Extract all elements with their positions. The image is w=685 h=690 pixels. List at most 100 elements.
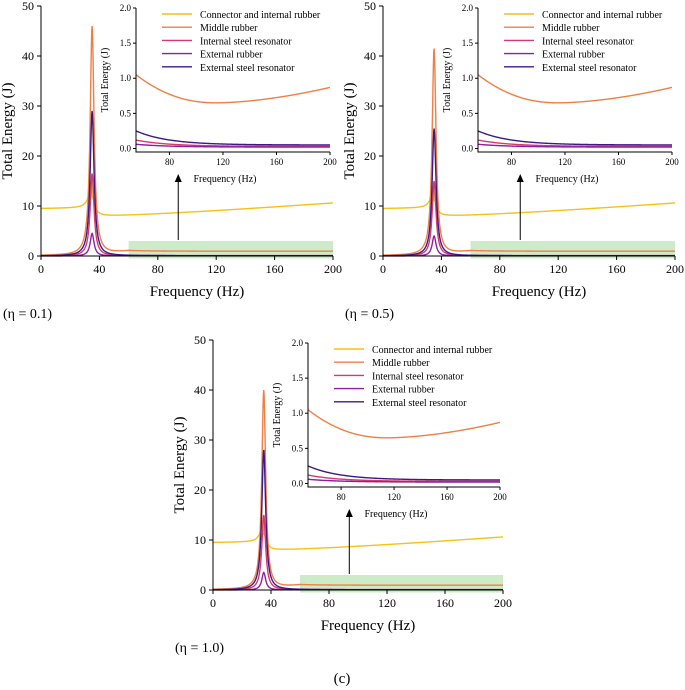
inset-series-line-3 <box>307 478 500 483</box>
inset-middle-rubber-line <box>135 74 331 104</box>
y-tick-label: 10 <box>364 199 376 213</box>
chart-panel-1: 0 40 80 120 160 200 0 10 20 30 40 50 Frequency (Hz) T… <box>0 0 342 322</box>
panel-label: (η = 0.1) <box>3 307 52 322</box>
y-axis-label: Total Energy (J) <box>0 83 16 180</box>
x-tick-label: 80 <box>494 262 506 276</box>
inset-x-tick-label: 120 <box>387 492 401 502</box>
y-tick-label: 50 <box>22 0 34 13</box>
inset-chart: 80 120 160 200 0.0 0.5 1.0 1.5 2.0 Frequency (Hz)… <box>100 3 337 185</box>
x-tick-label: 200 <box>324 262 342 276</box>
legend-entry: External steel resonator <box>372 398 467 409</box>
inset-y-tick-label: 1.5 <box>120 38 132 48</box>
inset-x-tick-label: 160 <box>440 492 454 502</box>
inset-series-line-2 <box>477 139 672 148</box>
y-tick-label: 20 <box>364 149 376 163</box>
series-line-2 <box>382 48 675 256</box>
inset-x-tick-label: 120 <box>216 157 230 167</box>
zoom-arrow-head <box>345 509 353 517</box>
legend: Connector and internal rubber Middle rubb… <box>162 10 321 74</box>
inset-series-line-3 <box>135 143 330 148</box>
inset-axes <box>135 8 330 153</box>
y-axis-label: Total Energy (J) <box>172 417 188 514</box>
zoom-region <box>470 241 675 259</box>
x-tick-label: 120 <box>207 262 225 276</box>
inset-background <box>478 8 672 152</box>
series-line-2 <box>213 389 503 590</box>
x-tick-label: 160 <box>266 262 284 276</box>
x-tick-label: 120 <box>378 596 396 610</box>
series-line-1 <box>383 185 676 216</box>
inset-x-tick-label: 160 <box>612 157 626 167</box>
inset-y-tick-label: 0.5 <box>462 108 474 118</box>
legend: Connector and internal rubber Middle rubb… <box>504 10 663 74</box>
zoom-region <box>300 575 503 593</box>
x-tick-label: 160 <box>436 596 454 610</box>
zoom-region <box>128 241 333 259</box>
inset-y-tick-label: 1.0 <box>292 408 304 418</box>
legend-entry: Connector and internal rubber <box>542 10 663 21</box>
y-tick-label: 40 <box>194 383 206 397</box>
y-axis-label: Total Energy (J) <box>342 83 358 180</box>
inset-x-tick-label: 200 <box>323 157 337 167</box>
series-line-2 <box>40 25 333 256</box>
zoom-arrow-head <box>174 174 182 182</box>
inset-y-axis-label: Total Energy (J) <box>100 48 111 113</box>
inset-y-axis-label: Total Energy (J) <box>272 383 283 448</box>
inset-series-line-1 <box>307 465 500 481</box>
panel-label: (η = 0.5) <box>345 307 394 322</box>
inset-x-tick-label: 80 <box>507 157 517 167</box>
legend-entry: External rubber <box>542 50 605 61</box>
y-tick-label: 10 <box>194 533 206 547</box>
chart-panel-3: 0 40 80 120 160 200 0 10 20 30 40 50 Frequency (Hz) T… <box>172 333 512 656</box>
panel-label: (η = 1.0) <box>175 641 224 656</box>
y-tick-label: 40 <box>22 49 34 63</box>
legend-entry: Internal steel resonator <box>200 36 292 47</box>
inset-y-axis-label: Total Energy (J) <box>442 48 453 113</box>
y-tick-label: 10 <box>22 199 34 213</box>
inset-y-tick-label: 2.0 <box>120 3 132 13</box>
inset-x-axis-label: Frequency (Hz) <box>535 174 598 185</box>
inset-series-line-1 <box>135 130 330 146</box>
legend: Connector and internal rubber Middle rubb… <box>334 345 493 409</box>
inset-axes <box>477 8 672 153</box>
y-tick-label: 50 <box>364 0 376 13</box>
zoom-arrow-head <box>516 174 524 182</box>
inset-x-tick-label: 120 <box>558 157 572 167</box>
inset-series-line-2 <box>135 139 330 148</box>
figure-caption: (c) <box>334 671 351 687</box>
legend-entry: Middle rubber <box>372 358 430 369</box>
y-tick-label: 30 <box>364 99 376 113</box>
x-tick-label: 160 <box>608 262 626 276</box>
y-tick-label: 40 <box>364 49 376 63</box>
legend-entry: Middle rubber <box>542 23 600 34</box>
inset-y-tick-label: 1.0 <box>462 73 474 83</box>
inset-y-tick-label: 1.0 <box>120 73 132 83</box>
inset-y-tick-label: 0.0 <box>292 478 304 488</box>
x-tick-label: 80 <box>323 596 335 610</box>
inset-chart: 80 120 160 200 0.0 0.5 1.0 1.5 2.0 Frequency (Hz)… <box>442 3 679 185</box>
inset-x-tick-label: 80 <box>337 492 347 502</box>
inset-y-tick-label: 0.5 <box>120 108 132 118</box>
legend-entry: Internal steel resonator <box>542 36 634 47</box>
y-tick-label: 0 <box>200 583 206 597</box>
x-axis-label: Frequency (Hz) <box>150 284 245 300</box>
inset-y-tick-label: 0.5 <box>292 443 304 453</box>
x-tick-label: 200 <box>666 262 684 276</box>
inset-axes <box>307 343 500 488</box>
inset-series-line-1 <box>477 130 672 146</box>
inset-x-tick-label: 160 <box>270 157 284 167</box>
inset-x-axis-label: Frequency (Hz) <box>364 509 427 520</box>
inset-middle-rubber-line <box>477 74 673 104</box>
x-axis-label: Frequency (Hz) <box>492 284 587 300</box>
inset-x-axis-label: Frequency (Hz) <box>193 174 256 185</box>
inset-y-tick-label: 0.0 <box>462 143 474 153</box>
legend-entry: External steel resonator <box>200 63 295 74</box>
y-tick-label: 30 <box>194 433 206 447</box>
series-line-1 <box>213 519 504 550</box>
inset-y-tick-label: 2.0 <box>292 338 304 348</box>
inset-x-tick-label: 80 <box>165 157 175 167</box>
x-tick-label: 0 <box>38 262 44 276</box>
x-tick-label: 0 <box>380 262 386 276</box>
y-tick-label: 20 <box>22 149 34 163</box>
